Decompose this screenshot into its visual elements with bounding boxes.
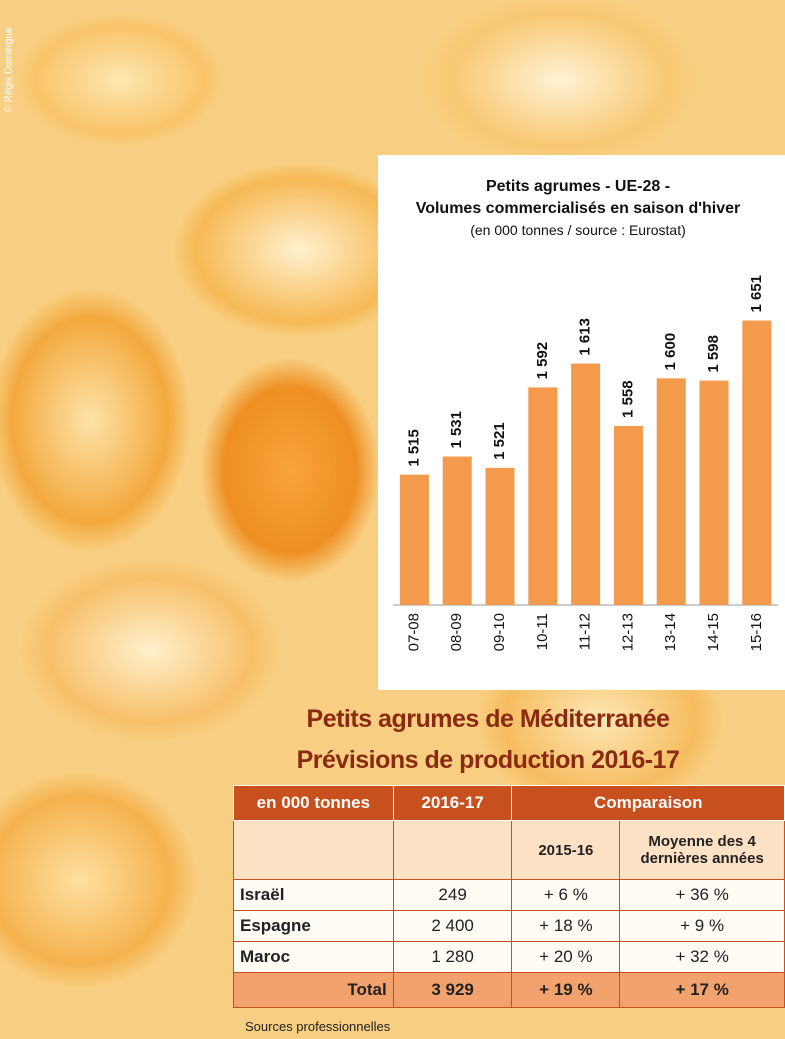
table-cell: + 9 %: [620, 911, 785, 942]
x-tick-label: 12-13: [619, 613, 636, 651]
bar: [742, 321, 771, 605]
header-cell: en 000 tonnes: [234, 786, 394, 821]
x-tick-label: 10-11: [534, 613, 551, 650]
table-cell: Maroc: [234, 942, 394, 973]
page: {"credit": "© Régis Domergue", "chart_da…: [0, 0, 785, 1039]
bar: [700, 381, 729, 605]
source: Sources professionnelles: [245, 1019, 390, 1034]
table-title: Prévisions de production 2016-17: [233, 746, 743, 775]
bar: [528, 387, 557, 605]
value-label: 1 651: [748, 275, 765, 313]
photo-credit: © Régis Domergue: [4, 27, 15, 112]
bar: [614, 426, 643, 605]
table-cell: 2 400: [393, 911, 512, 942]
table-cell: Total: [234, 973, 394, 1008]
empty-cell: [393, 821, 512, 880]
table-cell: + 36 %: [620, 880, 785, 911]
x-tick-label: 13-14: [662, 613, 679, 651]
credit: © Régis Domergue: [0, 0, 18, 140]
value-label: 1 521: [491, 422, 508, 460]
x-tick-label: 15-16: [748, 613, 765, 651]
table-cell: + 6 %: [512, 880, 620, 911]
table-cell: + 19 %: [512, 973, 620, 1008]
table-cell: + 18 %: [512, 911, 620, 942]
table-cell: Espagne: [234, 911, 394, 942]
bar: [486, 468, 515, 605]
value-label: 1 531: [448, 411, 465, 449]
x-tick-label: 14-15: [705, 613, 722, 651]
bar: [571, 364, 600, 605]
x-tick-label: 09-10: [491, 613, 508, 651]
x-tick-label: 07-08: [405, 613, 422, 651]
x-tick-label: 08-09: [448, 613, 465, 651]
table-cell: 3 929: [393, 973, 512, 1008]
table-cell: + 32 %: [620, 942, 785, 973]
value-label: 1 613: [577, 318, 594, 356]
table-cell: + 20 %: [512, 942, 620, 973]
chart: Petits agrumes - UE-28 -Volumes commerci…: [378, 155, 785, 690]
value-label: 1 598: [705, 335, 722, 373]
table-title: Petits agrumes de Méditerranée: [233, 705, 743, 734]
value-label: 1 600: [662, 333, 679, 371]
subheader-cell: Moyenne des 4 dernières années: [620, 821, 785, 880]
forecast-table: en 000 tonnes 2016-17 Comparaison 2015-1…: [233, 785, 785, 1008]
value-label: 1 592: [534, 342, 551, 380]
table-cell: 249: [393, 880, 512, 911]
header-row: en 000 tonnes 2016-17 Comparaison: [234, 786, 785, 821]
x-tick-label: 11-12: [577, 613, 594, 650]
bar: [443, 457, 472, 605]
bar: [657, 378, 686, 605]
subheader-cell: 2015-16: [512, 821, 620, 880]
value-label: 1 558: [619, 380, 636, 418]
empty-cell: [234, 821, 394, 880]
value-label: 1 515: [405, 429, 422, 467]
header-cell: Comparaison: [512, 786, 785, 821]
chart-subtitle: (en 000 tonnes / source : Eurostat): [470, 222, 686, 238]
bar: [400, 475, 429, 605]
subheader-row: 2015-16 Moyenne des 4 dernières années: [234, 821, 785, 880]
table-cell: + 17 %: [620, 973, 785, 1008]
header-cell: 2016-17: [393, 786, 512, 821]
table-cell: 1 280: [393, 942, 512, 973]
table-cell: Israël: [234, 880, 394, 911]
